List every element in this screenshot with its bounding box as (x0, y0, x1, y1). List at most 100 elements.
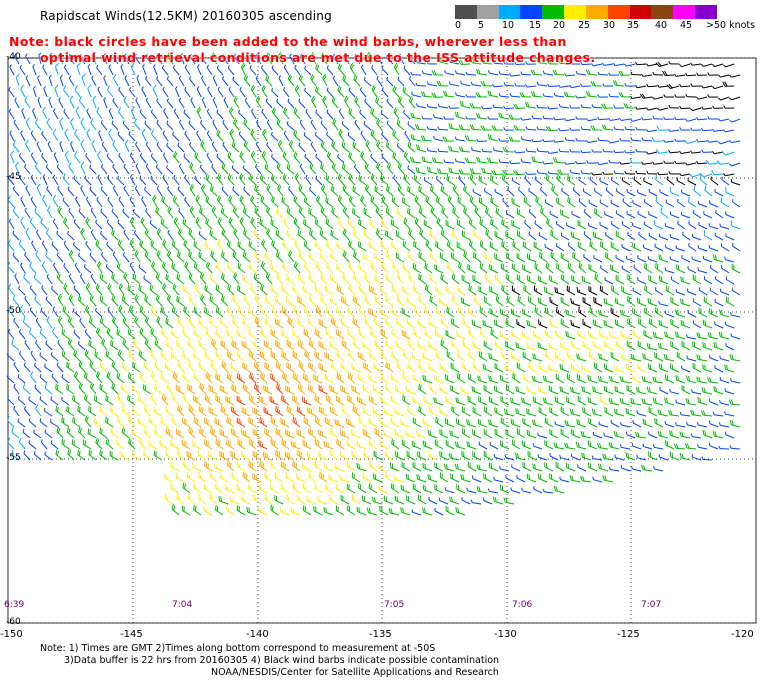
wind-barb (648, 211, 658, 219)
wind-barb (643, 178, 653, 186)
wind-barb (221, 360, 229, 373)
wind-barb (442, 136, 455, 142)
wind-barb (447, 195, 455, 208)
wind-barb (716, 160, 730, 165)
wind-barb (252, 450, 262, 461)
wind-barb (275, 250, 284, 263)
wind-barb (288, 185, 295, 197)
wind-barb (237, 438, 246, 450)
wind-barb (531, 375, 543, 384)
wind-barb (37, 75, 42, 87)
wind-barb (255, 75, 262, 87)
wind-barb (131, 450, 141, 461)
wind-barb (471, 385, 482, 395)
wind-barb (198, 251, 207, 263)
wind-barb (201, 97, 207, 109)
wind-barb (37, 97, 42, 109)
legend-label: 5 (478, 20, 485, 31)
wind-barb (85, 216, 92, 230)
wind-barb (468, 328, 477, 340)
wind-barb (402, 262, 411, 274)
wind-barb (156, 54, 163, 65)
wind-barbs (6, 51, 741, 516)
wind-barb (96, 64, 103, 76)
wind-barb (222, 119, 229, 131)
wind-barb (363, 449, 372, 461)
wind-barb (391, 483, 400, 494)
wind-barb (250, 150, 257, 164)
wind-barb (590, 80, 603, 87)
wind-barb (18, 437, 26, 450)
wind-barb (73, 219, 81, 230)
wind-barb (154, 427, 163, 439)
wind-barb (178, 163, 185, 175)
wind-barb (331, 162, 339, 175)
wind-barb (391, 240, 400, 252)
wind-barb (166, 382, 174, 395)
wind-barb (385, 361, 394, 373)
wind-barb (301, 396, 312, 406)
wind-barb (614, 386, 625, 395)
wind-barb (32, 64, 37, 76)
wind-barb (258, 483, 268, 494)
wind-barb (499, 484, 510, 494)
wind-barb (282, 151, 290, 164)
wind-barb (150, 109, 158, 120)
wind-barb (78, 426, 86, 439)
wind-barb (575, 441, 587, 450)
wind-barb (39, 328, 48, 340)
wind-barb (450, 385, 460, 395)
wind-barb (286, 274, 295, 285)
wind-barb (620, 309, 631, 318)
wind-barb (492, 147, 504, 153)
wind-barb (641, 117, 653, 121)
legend-swatch (564, 5, 586, 19)
wind-barb (417, 318, 427, 329)
wind-barb (418, 405, 427, 417)
wind-barb (525, 171, 537, 175)
wind-barb (445, 418, 455, 428)
wind-barb (75, 106, 81, 120)
wind-barb (53, 262, 59, 274)
wind-barb (248, 394, 257, 406)
wind-barb (489, 286, 499, 296)
wind-barb (105, 350, 114, 362)
wind-barb (668, 128, 680, 132)
wind-barb (483, 428, 493, 439)
wind-barb (91, 51, 97, 65)
wind-barb (108, 64, 114, 76)
wind-barb (344, 53, 350, 65)
wind-barb (177, 142, 185, 153)
wind-barb (233, 53, 240, 65)
wind-barb (341, 296, 350, 307)
wind-barb (356, 462, 367, 472)
wind-barb (554, 421, 565, 428)
wind-barb (538, 385, 548, 395)
wind-barb (698, 307, 708, 318)
wind-barb (300, 53, 306, 65)
wind-barb (205, 261, 213, 274)
wind-barb (94, 395, 103, 406)
wind-barb (298, 206, 306, 219)
wind-barb (374, 185, 383, 197)
wind-barb (674, 116, 686, 121)
wind-barb (320, 272, 328, 285)
wind-barb (11, 427, 20, 439)
wind-barb (697, 422, 708, 428)
wind-barb (380, 350, 389, 362)
wind-barb (172, 371, 180, 384)
wind-barb (150, 349, 158, 362)
wind-barb (330, 251, 339, 263)
wind-barb (88, 449, 97, 461)
wind-barb (415, 82, 427, 87)
wind-barb (554, 287, 565, 296)
wind-barb (569, 61, 581, 65)
wind-barb (519, 92, 532, 98)
wind-barb (280, 417, 290, 428)
wind-barb (29, 217, 37, 230)
wind-barb (659, 189, 669, 197)
wind-barb (331, 206, 339, 219)
wind-barb (89, 382, 97, 395)
wind-barb (20, 216, 26, 230)
wind-barb (326, 151, 334, 164)
